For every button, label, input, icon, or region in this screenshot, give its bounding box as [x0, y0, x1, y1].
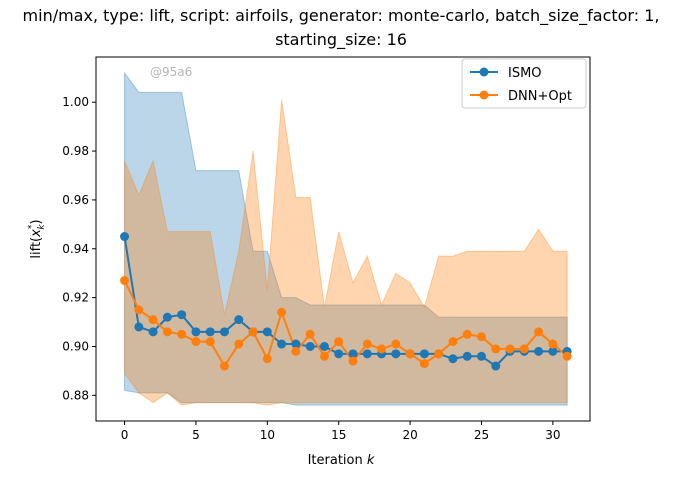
series-markers — [120, 232, 572, 371]
point-ismo — [534, 346, 544, 356]
plot-frame — [95, 56, 591, 422]
point-dnn-opt — [462, 329, 472, 339]
point-dnn-opt — [234, 339, 244, 349]
point-dnn-opt — [305, 329, 315, 339]
point-dnn-opt — [262, 354, 272, 364]
legend-label-ismo: ISMO — [508, 66, 542, 81]
band-dnn-opt — [124, 99, 568, 406]
point-ismo — [448, 354, 458, 364]
point-dnn-opt — [419, 359, 429, 369]
x-tick-label: 0 — [121, 428, 129, 442]
point-dnn-opt — [162, 327, 172, 337]
point-ismo — [220, 327, 229, 337]
point-ismo — [262, 327, 272, 337]
point-dnn-opt — [491, 344, 501, 354]
point-ismo — [462, 351, 472, 361]
point-ismo — [391, 349, 401, 359]
x-axis-ticks: 0 5 10 15 20 25 30 — [121, 421, 561, 442]
point-dnn-opt — [205, 337, 215, 347]
point-dnn-opt — [377, 344, 387, 354]
chart-title-line-1: min/max, type: lift, script: airfoils, g… — [23, 6, 660, 26]
svg-text:lift(x*k): lift(x*k) — [27, 219, 47, 258]
y-tick-label: 0.92 — [62, 291, 89, 305]
point-ismo — [277, 339, 287, 349]
point-dnn-opt — [448, 337, 458, 347]
point-dnn-opt — [120, 276, 130, 286]
x-tick-label: 25 — [474, 428, 489, 442]
y-tick-label: 0.98 — [62, 144, 89, 158]
point-dnn-opt — [277, 307, 287, 317]
point-dnn-opt — [391, 339, 401, 349]
point-dnn-opt — [220, 361, 229, 371]
legend-marker-dnn-opt — [479, 90, 489, 100]
point-dnn-opt — [534, 327, 544, 337]
point-ismo — [476, 351, 486, 361]
point-ismo — [548, 346, 558, 356]
point-ismo — [134, 322, 144, 332]
point-dnn-opt — [334, 337, 344, 347]
point-dnn-opt — [319, 351, 329, 361]
point-ismo — [162, 312, 172, 322]
point-ismo — [205, 327, 215, 337]
chart-legend: ISMO DNN+Opt — [461, 58, 587, 109]
point-ismo — [291, 339, 301, 349]
point-ismo — [177, 310, 187, 320]
y-axis-ticks: 0.88 0.90 0.92 0.94 0.96 0.98 1.00 — [62, 95, 96, 402]
point-dnn-opt — [191, 337, 201, 347]
point-dnn-opt — [562, 351, 572, 361]
x-tick-label: 30 — [545, 428, 560, 442]
point-dnn-opt — [476, 332, 486, 342]
point-ismo — [319, 341, 329, 351]
confidence-bands — [124, 71, 568, 406]
watermark-label: @95a6 — [150, 65, 192, 79]
point-dnn-opt — [434, 349, 444, 359]
point-ismo — [234, 315, 244, 325]
x-tick-label: 10 — [260, 428, 275, 442]
x-tick-label: 20 — [402, 428, 417, 442]
point-ismo — [348, 349, 358, 359]
point-dnn-opt — [519, 344, 529, 354]
point-ismo — [491, 361, 501, 371]
point-dnn-opt — [362, 339, 372, 349]
chart-title-line-2: starting_size: 16 — [275, 30, 407, 50]
point-dnn-opt — [405, 349, 415, 359]
x-axis-label: Iteration k — [308, 453, 375, 468]
point-ismo — [191, 327, 201, 337]
point-ismo — [362, 349, 372, 359]
point-dnn-opt — [291, 346, 301, 356]
legend-marker-ismo — [479, 67, 489, 77]
point-dnn-opt — [177, 329, 187, 339]
y-tick-label: 0.90 — [62, 339, 89, 353]
point-ismo — [334, 349, 344, 359]
y-tick-label: 1.00 — [62, 95, 89, 109]
y-tick-label: 0.96 — [62, 193, 89, 207]
point-ismo — [305, 341, 315, 351]
point-dnn-opt — [134, 305, 144, 315]
point-ismo — [419, 349, 429, 359]
point-dnn-opt — [505, 344, 515, 354]
y-tick-label: 0.94 — [62, 242, 89, 256]
point-ismo — [120, 232, 130, 242]
point-ismo — [148, 327, 158, 337]
point-dnn-opt — [248, 327, 258, 337]
point-dnn-opt — [548, 339, 558, 349]
x-tick-label: 5 — [192, 428, 200, 442]
point-dnn-opt — [348, 356, 358, 366]
legend-label-dnn-opt: DNN+Opt — [508, 89, 572, 104]
point-dnn-opt — [148, 315, 158, 325]
x-tick-label: 15 — [331, 428, 346, 442]
y-tick-label: 0.88 — [62, 388, 89, 402]
y-axis-label: lift(x*k) — [27, 219, 47, 258]
